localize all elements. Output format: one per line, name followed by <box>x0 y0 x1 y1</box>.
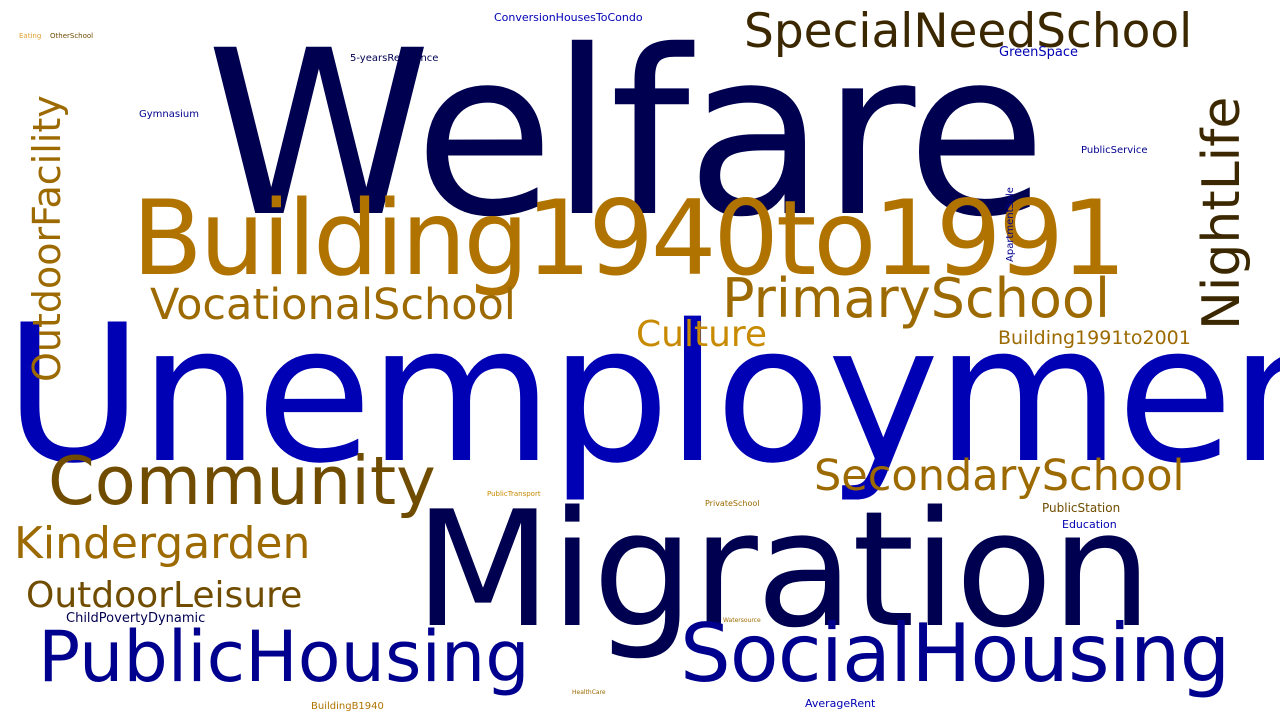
word-special-need-school: SpecialNeedSchool <box>744 4 1193 59</box>
word-green-space: GreenSpace <box>999 45 1078 60</box>
word-unemployment: Unemployment <box>4 284 1280 505</box>
word-building-1991-2001: Building1991to2001 <box>998 327 1191 349</box>
word-welfare: Welfare <box>206 1 1047 267</box>
word-building-1940-1991: Building1940to1991 <box>132 179 1126 299</box>
word-night-life: NightLife <box>1192 96 1252 330</box>
word-five-years-residence: 5-yearsResidence <box>350 53 439 64</box>
word-public-service: PublicService <box>1081 145 1148 156</box>
word-outdoor-leisure: OutdoorLeisure <box>26 575 303 616</box>
word-vocational-school: VocationalSchool <box>150 280 516 330</box>
word-private-school: PrivateSchool <box>705 499 760 508</box>
word-outdoor-facility: OutdoorFacility <box>25 95 69 382</box>
word-health-care: HealthCare <box>572 689 606 696</box>
word-social-housing: SocialHousing <box>680 607 1230 700</box>
word-culture: Culture <box>636 314 768 355</box>
word-gymnasium: Gymnasium <box>139 109 199 120</box>
word-average-rent: AverageRent <box>805 697 876 710</box>
word-child-poverty-dynamic: ChildPovertyDynamic <box>66 611 206 626</box>
word-apartment-sale: ApartmentSale <box>1005 187 1016 262</box>
word-kindergarden: Kindergarden <box>14 518 311 569</box>
word-primary-school: PrimarySchool <box>722 267 1110 330</box>
word-eating: Eating <box>19 32 42 40</box>
word-public-station: PublicStation <box>1042 501 1121 515</box>
word-public-transport: PublicTransport <box>487 490 541 498</box>
word-public-housing: PublicHousing <box>38 616 530 698</box>
word-migration: Migration <box>414 476 1152 663</box>
word-education: Education <box>1062 518 1117 531</box>
word-community: Community <box>48 442 436 520</box>
word-watersource: Watersource <box>723 617 761 624</box>
word-other-school: OtherSchool <box>50 32 94 40</box>
word-building-b1940: BuildingB1940 <box>311 701 384 712</box>
word-secondary-school: SecondarySchool <box>814 451 1185 501</box>
word-conversion-houses-to-condo: ConversionHousesToCondo <box>494 11 643 24</box>
